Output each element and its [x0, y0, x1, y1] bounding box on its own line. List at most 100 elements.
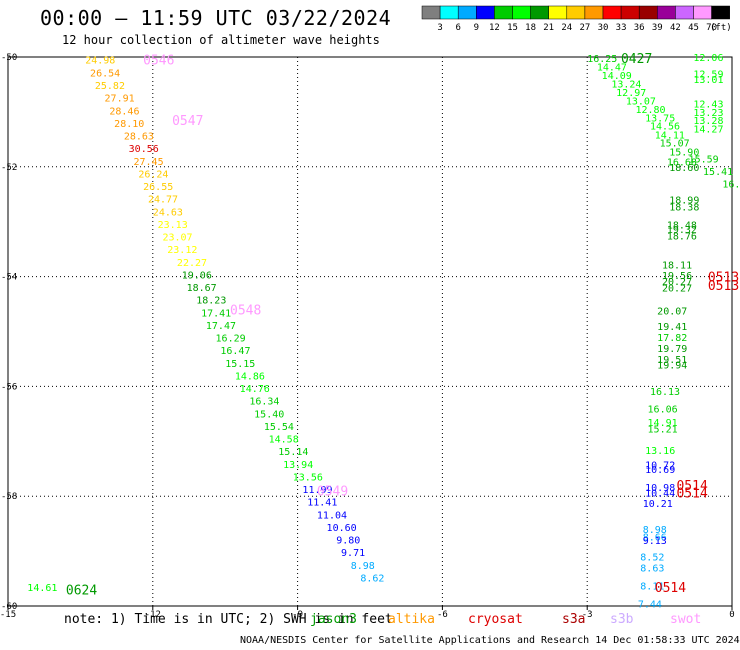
wave-height-value: 7.44: [638, 599, 662, 610]
wave-height-value: 13.28: [693, 116, 723, 127]
y-tick-label: -56: [1, 382, 17, 392]
wave-height-value: 18.60: [669, 163, 699, 174]
colorbar-label: 9: [474, 23, 479, 33]
colorbar-unit: (ft): [710, 23, 732, 33]
colorbar-label: 24: [561, 23, 572, 33]
colorbar-label: 30: [598, 23, 609, 33]
wave-height-value: 20.07: [657, 307, 687, 318]
wave-height-value: 17.82: [657, 333, 687, 344]
track-time-label: 0514: [676, 486, 707, 501]
wave-height-value: 14.09: [602, 71, 632, 82]
wave-height-value: 13.01: [693, 75, 723, 86]
x-tick-label: 0: [729, 610, 734, 620]
wave-height-value: 15.41: [703, 167, 733, 178]
colorbar-swatch: [638, 5, 658, 20]
x-tick-label: -3: [582, 610, 593, 620]
y-tick-label: -50: [1, 53, 17, 63]
wave-height-value: 8.66: [643, 532, 667, 543]
wave-height-value: 13.07: [626, 96, 656, 107]
wave-height-value: 25.82: [95, 81, 125, 92]
wave-height-value: 16.29: [216, 334, 246, 345]
colorbar-label: 18: [525, 23, 536, 33]
wave-height-value: 14.58: [269, 435, 299, 446]
wave-height-value: 18.76: [667, 231, 697, 242]
y-tick-label: -58: [1, 492, 17, 502]
track-time-label: 0547: [172, 114, 203, 129]
wave-height-value: 14.11: [655, 130, 685, 141]
track-time-label: 0427: [621, 52, 652, 67]
wave-height-value: 14.47: [597, 62, 627, 73]
wave-height-value: 17.41: [201, 308, 231, 319]
wave-height-value: 19.32: [667, 225, 697, 236]
wave-height-value: 16.00: [722, 179, 740, 190]
wave-height-value: 15.14: [278, 447, 308, 458]
wave-height-value: 10.21: [643, 499, 673, 510]
wave-height-value: 15.07: [660, 139, 690, 150]
wave-height-value: 13.94: [283, 460, 313, 471]
track-time-label: 0514: [655, 581, 686, 596]
wave-height-value: 19.51: [657, 355, 687, 366]
wave-height-value: 14.27: [693, 124, 723, 135]
wave-height-value: 18.11: [662, 261, 692, 272]
wave-height-value: 12.80: [635, 105, 665, 116]
colorbar-swatch: [439, 5, 459, 20]
wave-height-value: 15.90: [669, 147, 699, 158]
colorbar-label: 3: [437, 23, 442, 33]
wave-height-value: 15.59: [689, 155, 719, 166]
wave-height-value: 26.24: [138, 169, 168, 180]
wave-height-value: 22.27: [177, 258, 207, 269]
wave-height-value: 18.67: [187, 283, 217, 294]
credit-line: NOAA/NESDIS Center for Satellite Applica…: [240, 635, 740, 646]
wave-height-value: 19.06: [182, 270, 212, 281]
wave-height-value: 26.55: [143, 182, 173, 193]
wave-height-value: 26.54: [90, 68, 120, 79]
x-tick-label: -15: [0, 610, 16, 620]
wave-height-value: 16.34: [249, 397, 279, 408]
colorbar-swatch: [566, 5, 586, 20]
wave-height-value: 19.94: [657, 360, 687, 371]
colorbar-swatch: [548, 5, 568, 20]
colorbar-swatch: [530, 5, 549, 20]
wave-height-value: 9.13: [643, 536, 667, 547]
colorbar-swatch: [693, 5, 712, 20]
wave-height-value: 8.98: [643, 525, 667, 536]
colorbar-label: 45: [688, 23, 699, 33]
wave-height-value: 12.43: [693, 100, 723, 111]
wave-height-value: 13.16: [645, 446, 675, 457]
wave-height-value: 16.13: [650, 387, 680, 398]
wave-height-value: 8.62: [360, 573, 384, 584]
colorbar-label: 33: [616, 23, 627, 33]
plot-frame: [7, 56, 733, 607]
footer-note: note: 1) Time is in UTC; 2) SWH is in fe…: [64, 612, 393, 627]
colorbar-label: 12: [489, 23, 500, 33]
wave-height-value: 23.12: [167, 245, 197, 256]
wave-height-value: 14.61: [27, 583, 57, 594]
wave-height-value: 16.68: [667, 157, 697, 168]
track-time-label: 0513: [708, 279, 739, 294]
wave-height-value: 11.04: [317, 510, 347, 521]
wave-height-value: 10.69: [645, 465, 675, 476]
wave-height-value: 24.77: [148, 195, 178, 206]
colorbar-label: 6: [455, 23, 460, 33]
wave-height-value: 11.41: [307, 498, 337, 509]
wave-height-value: 16.06: [648, 404, 678, 415]
wave-height-value: 28.63: [124, 132, 154, 143]
wave-height-value: 20.27: [662, 284, 692, 295]
colorbar-swatch: [657, 5, 676, 20]
satellite-legend-item: cryosat: [468, 612, 523, 627]
page-title: 00:00 – 11:59 UTC 03/22/2024: [40, 6, 392, 30]
wave-height-value: 28.46: [109, 106, 139, 117]
track-time-label: 0546: [143, 54, 174, 69]
wave-height-value: 14.91: [648, 418, 678, 429]
wave-height-value: 19.56: [662, 271, 692, 282]
colorbar-swatch: [602, 5, 622, 20]
colorbar-swatch: [512, 5, 531, 20]
colorbar-swatch: [457, 5, 477, 20]
wave-height-value: 13.75: [645, 113, 675, 124]
x-tick-label: -12: [145, 610, 161, 620]
wave-height-value: 19.79: [657, 344, 687, 355]
y-tick-label: -60: [1, 602, 17, 612]
colorbar-swatch: [620, 5, 640, 20]
colorbar-label: 27: [579, 23, 590, 33]
